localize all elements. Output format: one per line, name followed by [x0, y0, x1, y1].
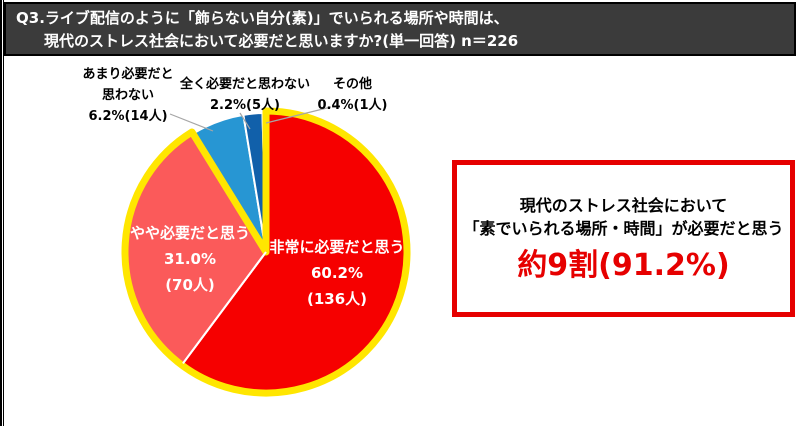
callout-line2: 「素でいられる場所・時間」が必要だと思う	[463, 218, 784, 238]
slice-value-text: 6.2%(14人)	[88, 109, 168, 124]
leader-line	[239, 112, 251, 130]
slice-label-text: その他	[332, 77, 372, 92]
slice-label-sonota: その他 0.4%(1人)	[300, 74, 405, 116]
slice-value-text: 0.4%(1人)	[317, 98, 388, 113]
slice-label-hijou: 非常に必要だと思う 60.2% (136人)	[262, 234, 412, 312]
question-title-line1: Q3.ライブ配信のように「飾らない自分(素)」でいられる場所や時間は、	[16, 9, 509, 27]
slice-label-text: あまり必要だと	[82, 67, 174, 82]
slice-count-text: (136人)	[306, 290, 368, 308]
slice-value-text: 2.2%(5人)	[210, 98, 280, 113]
left-edge-line	[3, 0, 4, 426]
slice-label-yaya: やや必要だと思う 31.0% (70人)	[120, 220, 260, 298]
question-title-line2: 現代のストレス社会において必要だと思いますか?(単一回答) n＝226	[44, 32, 519, 50]
leader-line	[169, 113, 214, 132]
slice-pct-text: 31.0%	[163, 250, 217, 268]
highlight-outline	[121, 107, 411, 397]
slice-label-text: 全く必要だと思わない	[179, 77, 310, 92]
slice-label-text: 思わない	[101, 88, 154, 103]
slice-divider	[182, 251, 267, 365]
question-title-banner: Q3.ライブ配信のように「飾らない自分(素)」でいられる場所や時間は、 現代のス…	[4, 2, 796, 56]
callout-highlight: 約9割(91.2%)	[517, 247, 730, 283]
slice-count-text: (70人)	[165, 276, 215, 294]
slice-label-text: やや必要だと思う	[129, 224, 250, 242]
slice-label-mattaku: 全く必要だと思わない 2.2%(5人)	[175, 74, 315, 116]
left-edge-line	[0, 0, 2, 426]
slice-label-amari: あまり必要だと 思わない 6.2%(14人)	[58, 64, 198, 127]
callout-line1: 現代のストレス社会において	[519, 195, 728, 215]
slice-label-text: 非常に必要だと思う	[269, 238, 405, 256]
slice-pct-text: 60.2%	[310, 264, 364, 282]
leader-line	[265, 106, 332, 124]
summary-callout-box: 現代のストレス社会において 「素でいられる場所・時間」が必要だと思う 約9割(9…	[452, 160, 795, 317]
